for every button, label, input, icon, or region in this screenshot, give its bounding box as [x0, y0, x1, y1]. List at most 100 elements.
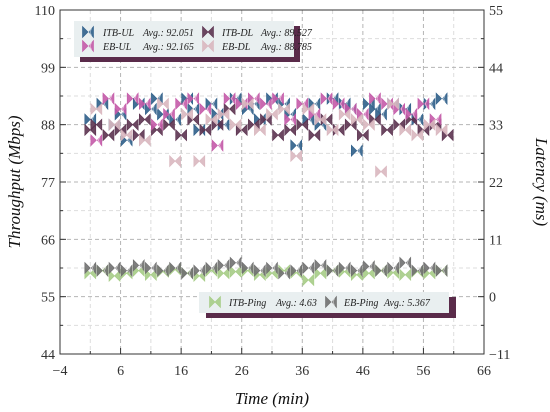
y-left-tick-label: 66: [41, 233, 55, 248]
point-eb-ping: [108, 261, 121, 275]
point-itb-ping: [399, 268, 412, 282]
point-eb-ping: [241, 261, 254, 275]
point-itb-ul-highlight: [297, 141, 301, 150]
point-eb-ul-highlight: [194, 94, 198, 103]
y-left-tick-label: 44: [41, 348, 55, 363]
point-eb-dl: [108, 118, 121, 131]
x-tick-label: 66: [477, 364, 491, 379]
legend-label-itb-ul: ITB-UL: [102, 28, 135, 39]
y-left-tick-label: 55: [41, 291, 55, 306]
point-itb-dl: [357, 128, 369, 142]
legend-marker-eb-ping-highlight: [332, 298, 335, 306]
point-eb-dl: [169, 154, 181, 168]
point-itb-dl: [308, 128, 321, 142]
point-eb-dl: [229, 118, 242, 131]
point-eb-ul: [139, 97, 151, 111]
x-tick-label: 36: [295, 364, 309, 379]
point-eb-ping-highlight: [237, 259, 240, 267]
point-eb-ping-highlight: [322, 261, 325, 270]
point-eb-ping-highlight: [200, 266, 204, 275]
point-eb-ping: [363, 260, 375, 273]
point-eb-ping: [290, 264, 303, 277]
point-itb-ping: [314, 266, 327, 280]
point-eb-ping: [375, 264, 387, 277]
y-right-tick-label: −11: [489, 348, 510, 363]
x-tick-label: 26: [235, 364, 249, 379]
point-eb-dl: [241, 97, 254, 111]
point-eb-dl: [387, 97, 399, 111]
point-eb-ul: [151, 118, 163, 132]
y-axis-label-right: Latency (ms): [532, 137, 550, 227]
point-eb-ping: [278, 266, 290, 280]
point-eb-ping-highlight: [212, 264, 216, 272]
point-itb-dl: [272, 128, 284, 142]
point-eb-dl: [254, 123, 266, 137]
point-eb-ul-highlight: [206, 105, 210, 113]
point-eb-ul-highlight: [158, 121, 161, 129]
point-eb-ul: [405, 107, 418, 121]
point-eb-ul-highlight: [376, 94, 379, 103]
point-eb-ul-highlight: [437, 115, 440, 124]
point-eb-dl: [302, 102, 315, 116]
point-eb-ul-highlight: [122, 105, 125, 113]
point-itb-ul-highlight: [418, 115, 422, 124]
point-eb-ul-highlight: [340, 100, 343, 108]
point-itb-ul-highlight: [358, 147, 361, 155]
legend-avg-itb-dl: Avg.: 89.527: [260, 28, 313, 39]
point-eb-ping: [399, 256, 412, 270]
point-itb-ul: [290, 139, 303, 152]
point-eb-ping-highlight: [309, 264, 313, 272]
point-eb-ping-highlight: [431, 264, 434, 272]
point-eb-ul: [211, 139, 224, 152]
point-eb-ul-highlight: [412, 110, 416, 118]
point-itb-ul-highlight: [431, 100, 434, 108]
point-eb-ping-highlight: [225, 261, 228, 270]
point-itb-ul: [351, 144, 363, 158]
point-eb-ping: [326, 264, 339, 277]
point-eb-dl: [399, 123, 412, 137]
point-itb-ul-highlight: [443, 94, 446, 103]
point-eb-ping-highlight: [382, 266, 385, 275]
axis-ticks: −4 6 16 26 36 46 56 66 44 55 66 77 88 99 110 −11 0 11 22 33…: [35, 4, 511, 379]
point-eb-ul-highlight: [424, 100, 428, 108]
point-eb-ping: [193, 264, 206, 277]
point-eb-ping: [181, 266, 193, 280]
point-itb-dl: [199, 123, 212, 137]
point-eb-ping-highlight: [297, 266, 301, 275]
point-itb-dl: [90, 118, 103, 131]
point-eb-dl: [217, 108, 230, 121]
point-eb-ping-highlight: [140, 261, 143, 270]
point-eb-ping: [423, 261, 436, 275]
y-axis-label-left: Throughput (Mbps): [5, 115, 24, 248]
point-eb-ping-highlight: [116, 264, 119, 272]
point-eb-ping: [229, 256, 242, 270]
point-itb-ul: [435, 92, 448, 105]
point-eb-dl: [139, 134, 151, 147]
point-eb-dl: [157, 97, 169, 111]
legend-avg-eb-ping: Avg.: 5.367: [383, 298, 431, 309]
point-eb-ping: [217, 259, 230, 272]
point-eb-ul-highlight: [170, 110, 173, 118]
x-axis-label: Time (min): [235, 389, 309, 408]
point-eb-ping-highlight: [103, 266, 107, 275]
point-eb-dl: [351, 113, 363, 126]
point-eb-ping-highlight: [394, 264, 398, 272]
legend-marker-itb-ul-highlight: [89, 28, 92, 36]
point-eb-dl: [423, 118, 436, 131]
point-itb-dl: [296, 118, 309, 131]
point-itb-ping: [145, 268, 157, 282]
y-left-tick-label: 110: [35, 4, 55, 19]
point-eb-ping: [169, 261, 181, 275]
legend-ping-markers: [209, 295, 337, 309]
y-left-tick-label: 77: [41, 176, 55, 191]
point-eb-ping-highlight: [91, 264, 95, 272]
point-eb-ping: [96, 264, 109, 277]
point-eb-dl: [326, 123, 339, 137]
point-eb-ping-highlight: [418, 266, 422, 275]
point-eb-dl: [375, 165, 387, 178]
y-right-tick-label: 11: [489, 233, 502, 248]
y-right-tick-label: 55: [489, 4, 503, 19]
y-right-tick-label: 22: [489, 176, 503, 191]
point-eb-ul: [272, 92, 284, 105]
point-eb-dl: [435, 123, 448, 137]
